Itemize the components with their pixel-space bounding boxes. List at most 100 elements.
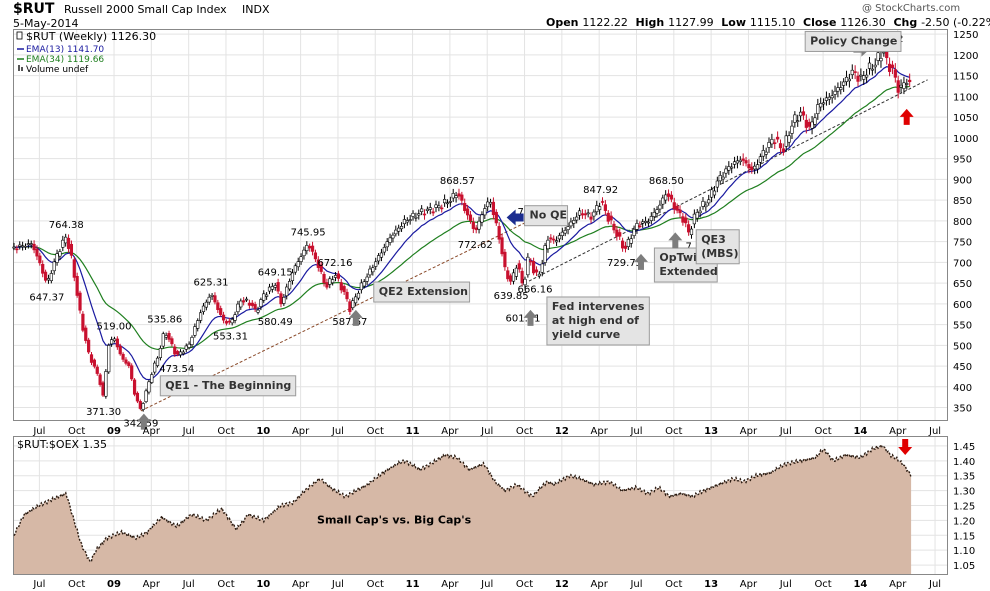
price-tick-label: 400 [953,383,972,394]
candle-body [333,275,338,278]
price-tick-label: 1150 [953,72,978,83]
candle-body [187,343,191,348]
candle-body [302,249,306,257]
candle-body [669,194,674,200]
x-tick-label: Jul [480,426,493,437]
candle-body [635,223,639,230]
candle-body [176,351,180,355]
candle-body [807,121,811,127]
candle-body [41,263,45,274]
candle-body [813,117,817,125]
candle-body [890,64,895,68]
candle-body [371,267,375,273]
candle-body [374,261,378,267]
candle-body [732,161,737,165]
gray-up-arrow-icon [523,309,538,326]
candle-body [491,201,496,216]
candle-body [738,159,742,162]
candle-body [520,270,524,284]
price-label: 649.15 [258,268,293,279]
legend-title: $RUT (Weekly) 1126.30 [26,30,156,43]
candle-body [638,225,642,228]
candle-body [790,125,794,134]
candle-body [299,256,303,262]
candle-body [549,237,553,240]
candle-body [158,348,163,358]
gray-up-arrow-icon [633,253,648,270]
candle-body [572,220,576,224]
candle-body [793,114,797,123]
candle-body [902,82,906,89]
candle-body [233,314,237,321]
candle-body [580,213,585,216]
candle-body [290,272,295,281]
candle-body [480,214,484,223]
candle-body [313,252,318,260]
candle-body [557,235,562,240]
price-label: 868.50 [649,176,684,187]
candle-body [804,119,808,128]
candle-body [569,221,573,227]
candle-body [293,265,297,273]
ratio-x-tick-label: Apr [591,579,609,590]
candle-body [26,243,30,246]
candle-body [684,217,688,224]
candle-body [115,338,119,348]
price-tick-label: 350 [953,404,972,415]
candle-body [511,272,516,282]
price-tick-label: 950 [953,155,972,166]
price-tick-label: 550 [953,321,972,332]
x-tick-label: 10 [256,426,270,437]
candle-body [862,75,866,80]
candle-body [750,166,754,171]
candle-body [488,202,493,205]
candle-body [210,294,214,297]
candle-body [135,392,140,402]
candle-body [600,201,605,203]
candle-body [560,231,564,236]
candle-body [615,229,619,237]
candle-body [190,337,194,345]
price-label: 7 [686,241,692,252]
candle-body [471,221,475,229]
candle-body [526,256,530,276]
candle-body [546,239,550,250]
candle-body [583,213,587,216]
ratio-x-tick-label: Oct [367,579,384,590]
price-label: 847.92 [583,185,618,196]
annotation-box [373,281,471,303]
ratio-tick-label: 1.15 [953,531,975,542]
annotation-box [804,30,902,52]
candle-body [876,52,880,61]
candle-body [259,299,263,307]
ratio-tick-label: 1.10 [953,546,975,557]
price-tick-label: 1250 [953,30,978,41]
candle-body [224,321,229,324]
candle-body [221,314,226,321]
candle-body [652,211,656,217]
candle-body [741,158,745,161]
candle-body [554,240,559,243]
price-label: 772.62 [458,240,493,251]
ratio-x-tick-label: Apr [143,579,161,590]
candle-body [847,78,851,82]
ohlc-readout: Open 1122.22 High 1127.99 Low 1115.10 Cl… [546,16,990,29]
candle-body [242,300,246,303]
candle-body [666,193,671,197]
candle-body [577,210,582,216]
candle-body [681,216,685,223]
candle-body [43,271,48,281]
candle-body [359,282,363,291]
candle-body [72,259,76,278]
candle-body [730,166,734,169]
candle-body [78,292,82,311]
candle-body [761,150,765,157]
candle-body [494,211,498,224]
candle-body [712,190,717,196]
x-tick-label: 11 [406,426,420,437]
candle-body [339,282,343,291]
candle-body [758,156,762,163]
ratio-tick-label: 1.20 [953,516,975,527]
candle-body [514,267,518,277]
annotation-text: Policy Change [810,34,897,47]
